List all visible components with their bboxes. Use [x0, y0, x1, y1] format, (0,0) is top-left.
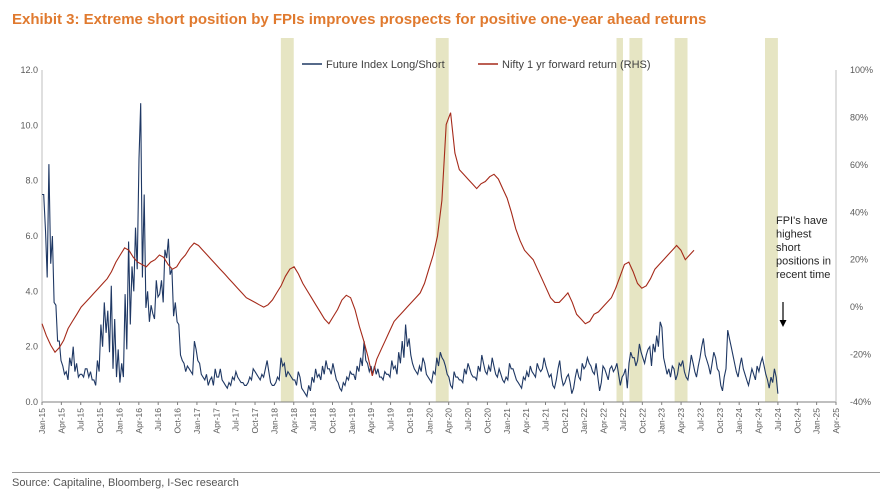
- y-right-tick-label: 0%: [850, 302, 863, 312]
- x-tick-label: Jan-17: [192, 408, 202, 434]
- x-tick-label: Jul-17: [231, 408, 241, 431]
- x-tick-label: Jan-18: [269, 408, 279, 434]
- x-tick-label: Jul-24: [773, 408, 783, 431]
- x-tick-label: Oct-16: [173, 408, 183, 434]
- shaded-period-3: [616, 38, 623, 402]
- y-left-tick-label: 4.0: [25, 286, 38, 296]
- annotation-line: short: [776, 242, 800, 254]
- x-tick-label: Apr-18: [289, 408, 299, 434]
- x-tick-label: Jul-16: [153, 408, 163, 431]
- x-tick-label: Jul-23: [695, 408, 705, 431]
- x-tick-label: Jan-20: [424, 408, 434, 434]
- annotation-line: highest: [776, 229, 811, 241]
- y-left-tick-label: 2.0: [25, 342, 38, 352]
- y-left-tick-label: 10.0: [20, 120, 38, 130]
- y-right-tick-label: 80%: [850, 112, 868, 122]
- shaded-period-6: [764, 38, 778, 402]
- x-tick-label: Jul-18: [308, 408, 318, 431]
- y-right-tick-label: 60%: [850, 160, 868, 170]
- x-tick-label: Jan-22: [579, 408, 589, 434]
- y-left-tick-label: 12.0: [20, 65, 38, 75]
- y-right-tick-label: 20%: [850, 255, 868, 265]
- x-tick-label: Jan-16: [114, 408, 124, 434]
- y-left-tick-label: 8.0: [25, 176, 38, 186]
- shaded-period-2: [435, 38, 449, 402]
- x-tick-label: Apr-17: [211, 408, 221, 434]
- x-tick-label: Oct-20: [482, 408, 492, 434]
- annotation-arrow-head: [779, 320, 787, 327]
- x-tick-label: Apr-20: [444, 408, 454, 434]
- legend-label-fwd-return: Nifty 1 yr forward return (RHS): [502, 59, 651, 71]
- x-tick-label: Jan-23: [657, 408, 667, 434]
- x-tick-label: Oct-15: [95, 408, 105, 434]
- x-tick-label: Jan-25: [812, 408, 822, 434]
- legend: Future Index Long/Short Nifty 1 yr forwar…: [302, 59, 651, 71]
- annotation-line: positions in: [776, 256, 831, 268]
- x-tick-label: Apr-24: [754, 408, 764, 434]
- x-tick-label: Jul-15: [76, 408, 86, 431]
- y-left-tick-label: 0.0: [25, 397, 38, 407]
- x-tick-label: Apr-16: [134, 408, 144, 434]
- source-note: Source: Capitaline, Bloomberg, I-Sec res…: [12, 477, 239, 489]
- series-line-nifty-1yr-forward-return: [41, 112, 695, 377]
- x-tick-label: Oct-18: [327, 408, 337, 434]
- x-tick-label: Jan-21: [502, 408, 512, 434]
- x-tick-label: Apr-15: [56, 408, 66, 434]
- x-tick-label: Apr-25: [831, 408, 841, 434]
- legend-label-long-short: Future Index Long/Short: [326, 59, 445, 71]
- x-tick-label: Jul-22: [618, 408, 628, 431]
- x-tick-label: Jul-20: [463, 408, 473, 431]
- shaded-period-1: [280, 38, 294, 402]
- annotation-line: FPI's have: [776, 215, 828, 227]
- y-right-tick-label: -40%: [850, 397, 871, 407]
- x-tick-label: Jan-19: [347, 408, 357, 434]
- x-tick-label: Oct-24: [792, 408, 802, 434]
- shaded-period-4: [629, 38, 643, 402]
- chart-title: Exhibit 3: Extreme short position by FPI…: [12, 11, 707, 28]
- x-tick-label: Apr-21: [521, 408, 531, 434]
- x-tick-label: Jul-21: [541, 408, 551, 431]
- x-tick-label: Apr-19: [366, 408, 376, 434]
- x-tick-label: Apr-22: [599, 408, 609, 434]
- y-left-tick-label: 6.0: [25, 231, 38, 241]
- y-right-tick-label: 40%: [850, 207, 868, 217]
- x-tick-label: Apr-23: [676, 408, 686, 434]
- source-divider: [12, 472, 880, 473]
- y-right-tick-label: 100%: [850, 65, 873, 75]
- x-tick-label: Jul-19: [386, 408, 396, 431]
- x-tick-label: Oct-21: [560, 408, 570, 434]
- x-tick-label: Oct-19: [405, 408, 415, 434]
- x-tick-label: Jan-15: [37, 408, 47, 434]
- annotation-line: recent time: [776, 269, 830, 281]
- x-tick-label: Oct-22: [637, 408, 647, 434]
- x-tick-label: Oct-17: [250, 408, 260, 434]
- y-right-tick-label: -20%: [850, 350, 871, 360]
- x-tick-label: Jan-24: [734, 408, 744, 434]
- x-tick-label: Oct-23: [715, 408, 725, 434]
- shaded-period-5: [674, 38, 688, 402]
- series-line-future-index-long-short: [42, 103, 779, 399]
